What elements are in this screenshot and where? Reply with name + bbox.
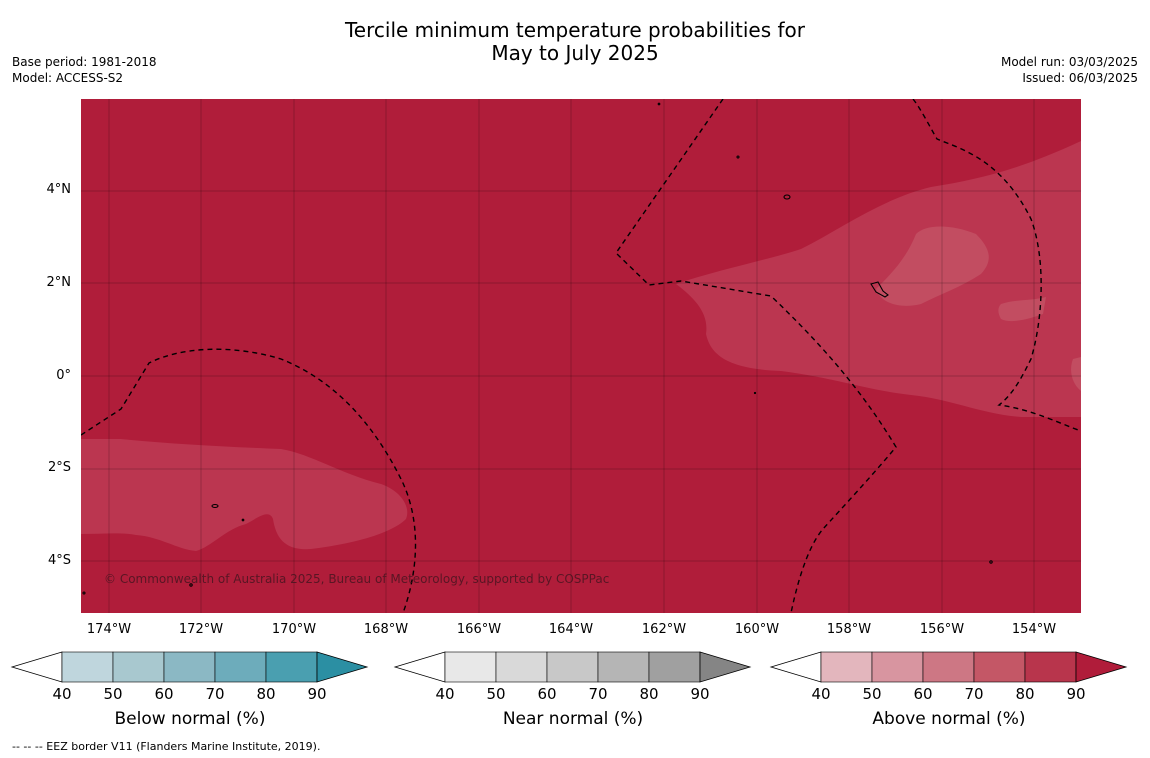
island-marker xyxy=(989,560,993,564)
island-marker xyxy=(241,518,245,522)
model-run: Model run: 03/03/2025 xyxy=(1000,55,1138,69)
colorbar-label-above: Above normal (%) xyxy=(872,709,1026,729)
eez-borders xyxy=(81,99,1081,613)
probability-region-east-edge xyxy=(1071,357,1081,391)
colorbar-segment xyxy=(597,651,650,683)
colorbar-extend-low xyxy=(393,651,446,683)
colorbar-segment xyxy=(163,651,216,683)
lon-label-156W: 156°W xyxy=(919,622,965,637)
colorbar-segment xyxy=(495,651,548,683)
colorbar-tick-label: 90 xyxy=(1066,685,1085,703)
eez-footnote: -- -- -- EEZ border V11 (Flanders Marine… xyxy=(12,740,321,753)
colorbar-tick-label: 80 xyxy=(639,685,658,703)
colorbar-segment xyxy=(820,651,873,683)
island-marker xyxy=(753,391,757,395)
copyright-notice: © Commonwealth of Australia 2025, Bureau… xyxy=(104,572,610,586)
lat-label-4N: 4°N xyxy=(46,182,72,197)
colorbar-segment xyxy=(648,651,701,683)
colorbar-segment xyxy=(61,651,114,683)
lon-label-160W: 160°W xyxy=(734,622,780,637)
island-marker xyxy=(783,194,791,200)
colorbar-tick-label: 50 xyxy=(862,685,881,703)
colorbar-extend-high xyxy=(316,651,369,683)
lat-label-0: 0° xyxy=(56,368,71,383)
island-marker xyxy=(82,591,86,595)
graticule xyxy=(81,99,1081,613)
colorbar-below: 40 50 60 70 80 90 xyxy=(10,651,369,703)
probability-region-west xyxy=(81,439,408,551)
colorbar-tick-label: 90 xyxy=(307,685,326,703)
island-marker xyxy=(189,583,193,587)
colorbar-near: 40 50 60 70 80 90 xyxy=(393,651,752,703)
colorbar-segment xyxy=(444,651,497,683)
lat-label-2N: 2°N xyxy=(46,275,72,290)
colorbar-tick-label: 40 xyxy=(52,685,71,703)
island-marker xyxy=(870,281,889,298)
colorbar-tick-label: 70 xyxy=(205,685,224,703)
colorbar-extend-high xyxy=(1075,651,1128,683)
colorbar-segment xyxy=(973,651,1026,683)
probability-region-east-patch xyxy=(998,297,1046,322)
colorbar-tick-label: 90 xyxy=(690,685,709,703)
colorbar-tick-label: 60 xyxy=(913,685,932,703)
colorbar-segment xyxy=(1024,651,1077,683)
lon-label-154W: 154°W xyxy=(1011,622,1057,637)
lon-label-166W: 166°W xyxy=(456,622,502,637)
colorbar-above: 40 50 60 70 80 90 xyxy=(769,651,1128,703)
colorbar-segment xyxy=(265,651,318,683)
colorbar-extend-high xyxy=(699,651,752,683)
eez-border-east xyxy=(912,99,1081,432)
colorbar-tick-label: 70 xyxy=(964,685,983,703)
colorbar-tick-label: 70 xyxy=(588,685,607,703)
colorbar-tick-label: 80 xyxy=(1015,685,1034,703)
lon-label-168W: 168°W xyxy=(363,622,409,637)
colorbar-tick-label: 40 xyxy=(811,685,830,703)
colorbar-tick-label: 40 xyxy=(435,685,454,703)
base-period: Base period: 1981-2018 xyxy=(12,55,157,69)
lon-label-162W: 162°W xyxy=(641,622,687,637)
probability-region-east xyxy=(676,141,1081,417)
lat-label-2S: 2°S xyxy=(47,460,71,475)
metadata-left: Base period: 1981-2018 Model: ACCESS-S2 xyxy=(12,54,157,86)
lon-label-172W: 172°W xyxy=(178,622,224,637)
colorbar-tick-label: 50 xyxy=(486,685,505,703)
lon-label-170W: 170°W xyxy=(271,622,317,637)
eez-border-west xyxy=(81,348,417,613)
colorbar-segment xyxy=(546,651,599,683)
probability-region-east-core xyxy=(876,226,989,306)
lon-label-174W: 174°W xyxy=(86,622,132,637)
colorbar-tick-label: 80 xyxy=(256,685,275,703)
title-line-2: May to July 2025 xyxy=(491,41,659,65)
colorbar-legends: 40 50 60 70 80 90 40 50 60 70 80 90 40 50 60 70 80 90 xyxy=(10,651,1128,703)
lon-label-164W: 164°W xyxy=(548,622,594,637)
colorbar-tick-label: 50 xyxy=(103,685,122,703)
colorbar-tick-label: 60 xyxy=(537,685,556,703)
colorbar-segment xyxy=(922,651,975,683)
colorbar-tick-label: 60 xyxy=(154,685,173,703)
island-marker xyxy=(736,155,740,159)
colorbar-label-near: Near normal (%) xyxy=(502,709,644,729)
colorbar-label-below: Below normal (%) xyxy=(114,709,266,729)
island-marker xyxy=(211,503,219,509)
colorbar-extend-low xyxy=(769,651,822,683)
colorbar-extend-low xyxy=(10,651,63,683)
metadata-right: Model run: 03/03/2025 Issued: 06/03/2025 xyxy=(1001,54,1138,86)
model-name: Model: ACCESS-S2 xyxy=(12,71,124,85)
map-panel xyxy=(81,99,1081,613)
lat-label-4S: 4°S xyxy=(47,553,71,568)
colorbar-segment xyxy=(112,651,165,683)
colorbar-segment xyxy=(871,651,924,683)
map-title: Tercile minimum temperature probabilitie… xyxy=(0,19,1150,65)
islands xyxy=(82,102,993,595)
issued-date: Issued: 06/03/2025 xyxy=(1022,71,1138,85)
title-line-1: Tercile minimum temperature probabilitie… xyxy=(344,18,806,42)
lon-label-158W: 158°W xyxy=(826,622,872,637)
colorbar-segment xyxy=(214,651,267,683)
island-marker xyxy=(657,102,661,106)
